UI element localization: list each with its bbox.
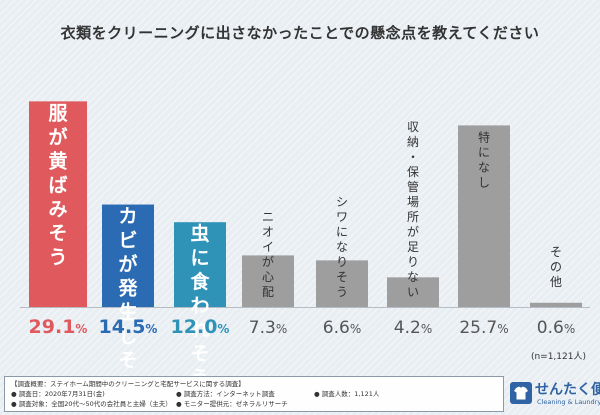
category-label: シワになりそう [336,195,348,299]
bar [242,255,294,307]
laundry-shirt-icon [510,382,532,404]
value-label: 0.6% [537,318,575,338]
value-label: 12.0% [171,316,230,338]
value-label: 29.1% [29,316,88,338]
survey-count: ● 調査人数：1,121人 [314,390,380,398]
value-label: 14.5% [99,316,158,338]
brand-tagline: Cleaning & Laundry [537,398,600,406]
bar [102,204,154,307]
sample-size-note: (n=1,121人) [530,352,586,362]
value-label: 4.2% [394,318,432,338]
value-label: 7.3% [249,318,287,338]
survey-target: ● 調査対象：全国20代〜50代の会社員と主婦（主夫） [11,400,172,408]
category-label: 服が黄ばみそう [48,102,68,268]
brand-logo: せんたく便 Cleaning & Laundry [510,377,600,411]
category-label: 特になし [478,129,490,189]
value-label: 25.7% [459,318,508,338]
bar [29,101,87,307]
bar [316,260,368,307]
survey-date: ● 調査日：2020年7月31日(金) [11,390,105,398]
category-label: ニオイが心配 [262,210,274,299]
bar [174,222,226,307]
bar [530,302,582,307]
category-label: 収納・保管場所が足りない [407,120,419,299]
survey-overview-box: 【調査概要：ステイホーム期間中のクリーニングと宅配サービスに関する調査】 ● 調… [4,376,504,412]
survey-provider: ● モニター提供元：ゼネラルリサーチ [176,400,288,408]
survey-heading: 【調査概要：ステイホーム期間中のクリーニングと宅配サービスに関する調査】 [11,380,245,388]
brand-name: せんたく便 [535,382,600,398]
bar [458,125,510,308]
chart-title: 衣類をクリーニングに出さなかったことでの懸念点を教えてください [60,24,540,42]
value-label: 6.6% [323,318,361,338]
bar [387,277,439,307]
category-label: 虫に食われそう [190,222,210,389]
category-label: その他 [550,245,562,289]
survey-method: ● 調査方法：インターネット調査 [176,390,275,398]
